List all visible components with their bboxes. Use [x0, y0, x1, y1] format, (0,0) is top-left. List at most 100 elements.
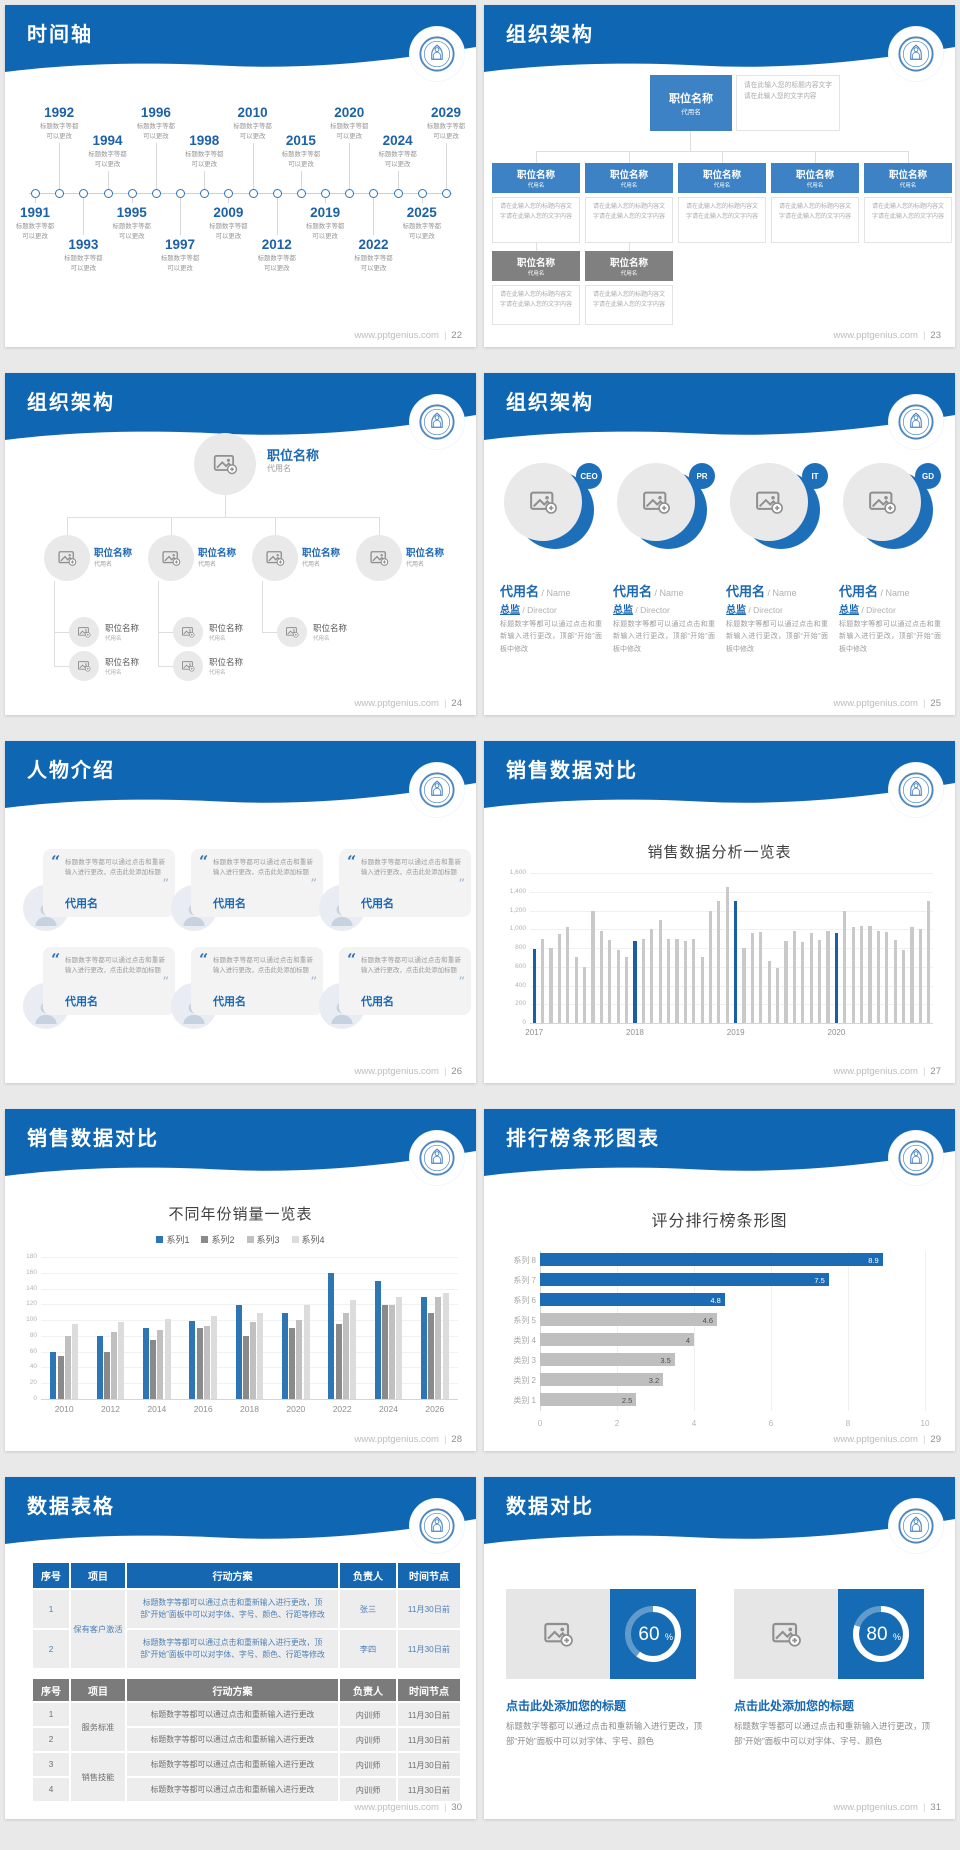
progress-donut: 80%	[853, 1606, 909, 1662]
caption-line: 标题数字等都	[88, 151, 127, 158]
connector-line	[54, 581, 55, 667]
bar-value-label: 4.6	[702, 1316, 714, 1325]
member-photo-circle	[843, 463, 921, 541]
slide-timeline[interactable]: 时间轴 1991 标题数字等都 可以更改 1992 标题数字等都 可以更改 1993 标题数字…	[5, 5, 476, 347]
footer-site-url: www.pptgenius.com	[833, 1066, 918, 1077]
caption-line: 可以更改	[143, 132, 169, 140]
timeline-marker	[248, 189, 258, 198]
x-axis-label: 2016	[193, 1404, 213, 1414]
bar	[189, 1320, 196, 1399]
bar	[927, 901, 931, 1023]
org-note: 请在此输入您的标题内容文字请在此输入您的文字内容	[771, 197, 859, 243]
slide-org-team-roles[interactable]: 组织架构 CEO 代用名 / Name 总监 / Director 标题数字等都可以通…	[484, 373, 955, 715]
bar	[349, 1300, 356, 1399]
open-quote-icon: “	[51, 852, 61, 871]
bar	[876, 931, 880, 1023]
caption-line: 可以更改	[409, 232, 435, 240]
gridline	[530, 891, 933, 893]
caption-line: 标题数字等都	[426, 123, 466, 130]
bar	[566, 927, 570, 1023]
bar	[582, 966, 587, 1023]
caption-line: 标题数字等都	[402, 223, 441, 230]
member-note: 标题数字等都可以通过点击和重新输入进行更改，顶部“开始”面板中修改	[726, 621, 828, 653]
slide-data-compare[interactable]: 数据对比 60% 点击此处添加您的标题 标题数字等都可以通过点击和重新输入进行更改，…	[484, 1477, 955, 1819]
org-note: 请在此输入您的标题内容文字请在此输入您的文字内容	[492, 285, 580, 325]
cell-owner: 内训师	[340, 1703, 396, 1726]
bar	[540, 1333, 694, 1346]
org-note: 请在此输入您的标题内容文字请在此输入您的文字内容	[678, 197, 766, 243]
page-title: 时间轴	[27, 24, 93, 46]
slide-sales-bar-chart[interactable]: 销售数据对比 销售数据分析一览表 0 200 400 600 800 1,000 1,200 1…	[484, 741, 955, 1083]
y-axis-label: 100	[26, 1316, 37, 1324]
bar	[210, 1316, 217, 1399]
caption-line: 标题数字等都	[160, 255, 200, 262]
bar-value-label: 7.5	[814, 1276, 825, 1285]
slide-ranking-bar-chart[interactable]: 排行榜条形图表 评分排行榜条形图 8.9 7.5 4.8 4.6 4 3.5 3.2 2.5 0 2…	[484, 1109, 955, 1451]
slide-grouped-bar-chart[interactable]: 销售数据对比 不同年份销量一览表 系列1 系列2 系列3 系列4 0 20 40 60 80 100…	[5, 1109, 476, 1451]
bar	[150, 1339, 157, 1399]
timeline-stem	[276, 198, 278, 235]
quote-text: 标题数字等都可以通过点击和重新输入进行更改，点击此处添加标题	[361, 957, 461, 975]
member-name: 代用名	[613, 584, 653, 599]
footer-site-url: www.pptgenius.com	[833, 1802, 918, 1813]
position-subtitle: 代用名	[527, 271, 545, 277]
chart-plot-area	[41, 1257, 458, 1400]
gridline	[41, 1383, 458, 1385]
bar	[111, 1331, 118, 1399]
member-role-line: 总监 / Director	[613, 600, 723, 618]
image-placeholder-icon	[756, 491, 783, 514]
bar	[203, 1326, 210, 1399]
gridline	[530, 985, 933, 987]
member-role-en: / Director	[746, 605, 783, 615]
legend-label: 系列4	[301, 1235, 325, 1245]
close-quote-icon: ”	[162, 877, 169, 892]
footer-page-number: 24	[451, 698, 462, 709]
timeline-year: 1995	[116, 205, 147, 220]
timeline-item: 1991 标题数字等都 可以更改	[7, 205, 63, 242]
position-subtitle: 代用名	[620, 183, 638, 189]
legend-item: 系列1	[156, 1233, 189, 1246]
caption-line: 标题数字等都	[378, 151, 417, 158]
slide-org-chart-photos[interactable]: 组织架构 职位名称 代用名 职位名称 代用名 职位名称 代用名 职位名称 代用名 职位名称 代用名…	[5, 373, 476, 715]
bar	[868, 926, 872, 1023]
bar	[242, 1335, 249, 1399]
caption-line: 可以更改	[288, 160, 314, 168]
member-name-en: / Name	[765, 588, 797, 598]
slide-footer: www.pptgenius.com | 30	[354, 1802, 462, 1813]
bar-category-label: 类别 1	[513, 1396, 536, 1405]
timeline-stem	[35, 198, 36, 203]
timeline-caption: 标题数字等都 可以更改	[273, 150, 329, 170]
gridline	[41, 1304, 458, 1306]
chart-title: 不同年份销量一览表	[168, 1206, 313, 1223]
slide-data-tables[interactable]: 数据表格 序号 项目 行动方案 负责人 时间节点 1 保有客户激活 标题数字等都可以通过点击和…	[5, 1477, 476, 1819]
open-quote-icon: “	[347, 852, 357, 871]
sub-position-title: 职位名称	[313, 623, 348, 633]
bar	[742, 948, 746, 1023]
footer-site-url: www.pptgenius.com	[833, 1434, 918, 1445]
footer-site-url: www.pptgenius.com	[354, 1066, 439, 1077]
position-subtitle: 代用名	[899, 183, 917, 189]
slide-org-chart-boxes[interactable]: 组织架构 职位名称 代用名 请在此输入您的标题内容文字请在此输入您的文字内容 职位名称…	[484, 5, 955, 347]
timeline-year: 1997	[165, 237, 196, 252]
member-role-en: / Director	[859, 605, 896, 615]
image-placeholder-icon	[77, 661, 91, 672]
slide-footer: www.pptgenius.com | 31	[833, 1802, 941, 1813]
connector-line	[722, 151, 723, 163]
footer-separator: |	[443, 698, 447, 709]
quote-text: 标题数字等都可以通过点击和重新输入进行更改，点击此处添加标题	[213, 859, 313, 877]
position-subtitle: 代用名	[406, 562, 425, 568]
role-badge: GD	[915, 463, 941, 489]
bar	[250, 1321, 257, 1399]
slide-footer: www.pptgenius.com | 24	[354, 698, 462, 709]
sub-position-subtitle: 代用名	[209, 670, 226, 676]
gridline	[925, 1251, 926, 1411]
connector-line	[275, 517, 276, 535]
timeline-stem	[59, 143, 61, 189]
member-photo-circle	[617, 463, 695, 541]
timeline-item: 1996 标题数字等都 可以更改	[128, 105, 184, 142]
y-axis-label: 800	[515, 944, 526, 951]
org-chart-content: 职位名称 代用名 职位名称 代用名 职位名称 代用名 职位名称 代用名 职位名称 代用名 职位名称代…	[5, 433, 476, 691]
bar	[157, 1329, 164, 1399]
slide-people-intro[interactable]: 人物介绍 “标题数字等都可以通过点击和重新输入进行更改，点击此处添加标题” 代用名…	[5, 741, 476, 1083]
legend-label: 系列3	[256, 1235, 280, 1245]
